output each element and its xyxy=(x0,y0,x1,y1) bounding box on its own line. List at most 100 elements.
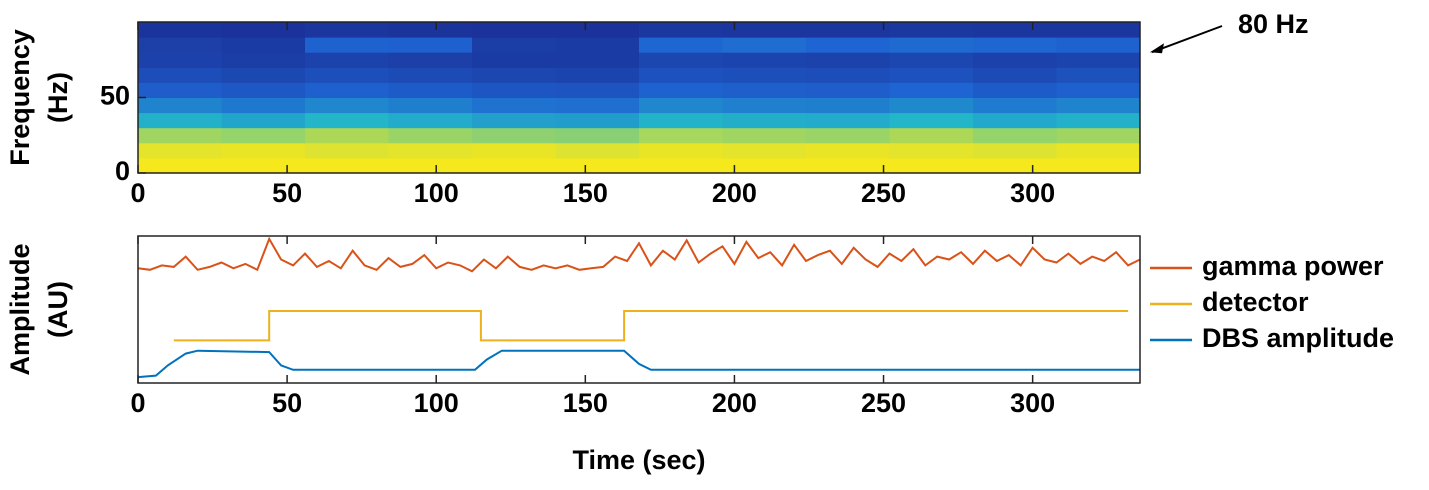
x-tick-label: 0 xyxy=(130,388,145,418)
x-tick-label: 250 xyxy=(861,178,906,208)
x-tick-label: 150 xyxy=(563,178,608,208)
heatmap-cell xyxy=(555,112,640,129)
heatmap-cell xyxy=(221,82,306,98)
heatmap-cell xyxy=(388,127,473,144)
heatmap-cell xyxy=(973,142,1057,159)
heatmap-cell xyxy=(388,37,473,53)
heatmap-cell xyxy=(722,112,807,129)
heatmap-cell xyxy=(973,52,1057,68)
heatmap-cell xyxy=(973,37,1057,53)
heatmap-cell xyxy=(221,112,306,129)
heatmap-cell xyxy=(973,82,1057,98)
heatmap-cell xyxy=(889,52,974,68)
heatmap-cell xyxy=(722,127,807,144)
heatmap-cell xyxy=(388,142,473,159)
heatmap-cell xyxy=(472,67,556,83)
heatmap-cell xyxy=(221,127,306,144)
heatmap-cell xyxy=(639,112,723,129)
heatmap-cell xyxy=(1056,97,1141,114)
heatmap-cell xyxy=(138,82,222,98)
heatmap-cell xyxy=(555,67,640,83)
heatmap-cell xyxy=(1056,142,1141,159)
heatmap-cell xyxy=(722,67,807,83)
heatmap-cell xyxy=(555,22,640,38)
y-axis-label: Frequency xyxy=(5,29,35,166)
heatmap-cell xyxy=(889,97,974,114)
heatmap-cell xyxy=(722,157,807,174)
heatmap-cell xyxy=(973,112,1057,129)
heatmap-cell xyxy=(138,112,222,129)
heatmap-cell xyxy=(722,82,807,98)
x-tick-label: 250 xyxy=(861,388,906,418)
heatmap-cell xyxy=(639,142,723,159)
heatmap-cell xyxy=(138,37,222,53)
heatmap-cell xyxy=(555,142,640,159)
heatmap-cell xyxy=(806,82,890,98)
heatmap-cell xyxy=(889,157,974,174)
heatmap-cell xyxy=(472,157,556,174)
heatmap-cell xyxy=(221,22,306,38)
heatmap-cell xyxy=(1056,157,1141,174)
heatmap-cell xyxy=(221,142,306,159)
heatmap-cell xyxy=(221,52,306,68)
heatmap-cell xyxy=(388,22,473,38)
heatmap-cell xyxy=(1056,22,1141,38)
y-tick-label: 50 xyxy=(100,81,130,111)
heatmap-cell xyxy=(555,127,640,144)
x-axis-label: Time (sec) xyxy=(572,445,705,475)
series-line xyxy=(173,310,1129,342)
series-line xyxy=(137,349,1140,379)
heatmap-cell xyxy=(305,22,389,38)
x-tick-label: 200 xyxy=(712,388,757,418)
heatmap-cell xyxy=(639,52,723,68)
heatmap-cell xyxy=(555,97,640,114)
x-tick-label: 300 xyxy=(1010,388,1055,418)
heatmap-cell xyxy=(305,97,389,114)
y-axis-label: (AU) xyxy=(43,281,73,338)
heatmap-cell xyxy=(305,52,389,68)
arrow-head xyxy=(1150,43,1164,54)
x-tick-label: 150 xyxy=(563,388,608,418)
heatmap-cell xyxy=(305,82,389,98)
heatmap-cell xyxy=(1056,82,1141,98)
heatmap-cell xyxy=(639,22,723,38)
heatmap-cell xyxy=(639,97,723,114)
heatmap-cell xyxy=(973,22,1057,38)
heatmap-cell xyxy=(138,52,222,68)
heatmap-cell xyxy=(889,82,974,98)
heatmap-cell xyxy=(973,127,1057,144)
heatmap-cell xyxy=(472,127,556,144)
x-tick-label: 100 xyxy=(414,178,459,208)
heatmap-cell xyxy=(138,97,222,114)
heatmap-cell xyxy=(639,82,723,98)
heatmap-cell xyxy=(221,67,306,83)
heatmap-cell xyxy=(639,67,723,83)
heatmap-cell xyxy=(472,112,556,129)
legend-label: gamma power xyxy=(1202,251,1384,281)
y-axis-label: (Hz) xyxy=(43,72,73,123)
annotation-label: 80 Hz xyxy=(1238,9,1309,39)
heatmap-cell xyxy=(1056,127,1141,144)
heatmap-cell xyxy=(722,97,807,114)
heatmap-cell xyxy=(806,97,890,114)
heatmap-cell xyxy=(472,82,556,98)
heatmap-cell xyxy=(806,157,890,174)
heatmap-cell xyxy=(806,52,890,68)
plot-frame xyxy=(137,235,1141,384)
heatmap-cell xyxy=(221,157,306,174)
heatmap-cell xyxy=(1056,37,1141,53)
heatmap-cell xyxy=(138,67,222,83)
legend-label: detector xyxy=(1202,287,1309,317)
heatmap-cell xyxy=(806,22,890,38)
heatmap-cell xyxy=(138,22,222,38)
heatmap-cell xyxy=(388,112,473,129)
heatmap-cell xyxy=(388,67,473,83)
heatmap-cell xyxy=(722,142,807,159)
heatmap-cell xyxy=(221,37,306,53)
heatmap-cell xyxy=(639,37,723,53)
heatmap-cell xyxy=(973,67,1057,83)
heatmap-cell xyxy=(889,112,974,129)
heatmap-cell xyxy=(889,127,974,144)
heatmap-cell xyxy=(388,97,473,114)
